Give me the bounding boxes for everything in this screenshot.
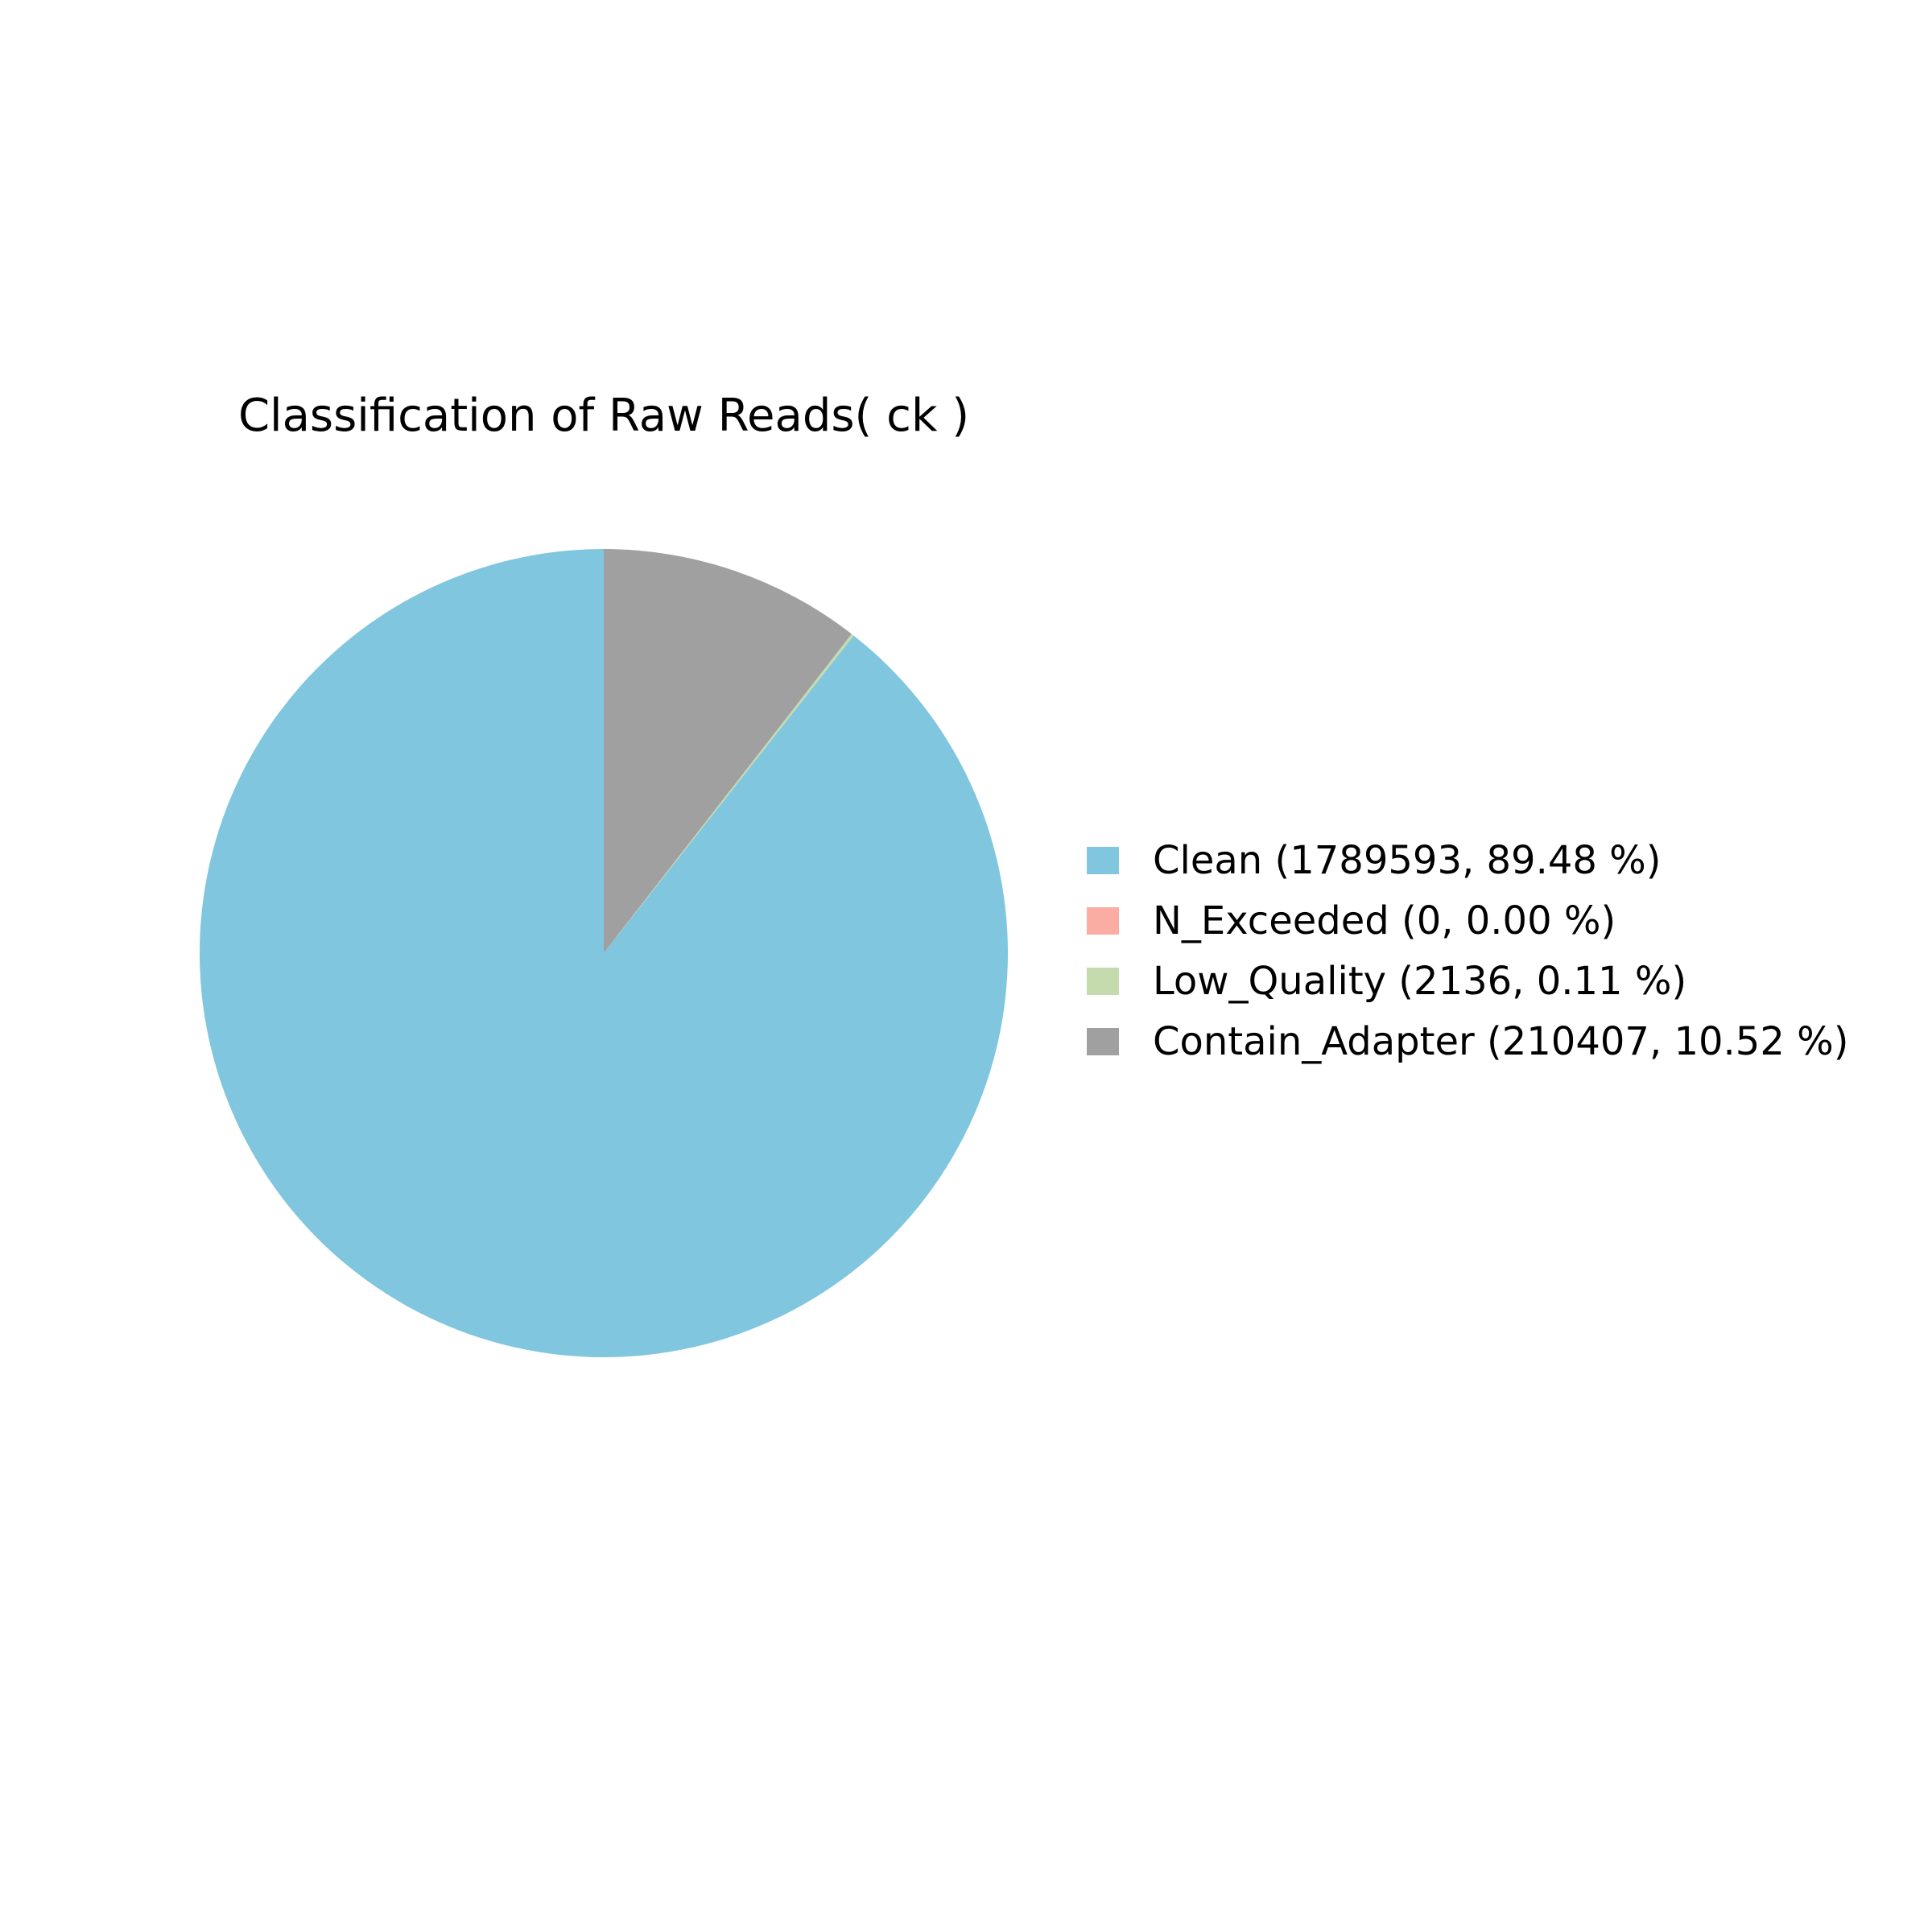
legend-swatch-low-quality bbox=[1087, 968, 1119, 995]
legend-swatch-n-exceeded bbox=[1087, 907, 1119, 935]
pie-slice-low-quality bbox=[604, 634, 854, 953]
legend-label-n-exceeded: N_Exceeded (0, 0.00 %) bbox=[1153, 898, 1616, 943]
legend-swatch-clean bbox=[1087, 847, 1119, 874]
legend-label-low-quality: Low_Quality (2136, 0.11 %) bbox=[1153, 959, 1686, 1004]
pie-slice-clean bbox=[200, 549, 1008, 1358]
pie-slice-contain-adapter bbox=[604, 549, 852, 953]
legend: Clean (1789593, 89.48 %) N_Exceeded (0, 0… bbox=[1087, 838, 1848, 1064]
chart-title: Classification of Raw Reads( ck ) bbox=[238, 390, 969, 442]
legend-label-clean: Clean (1789593, 89.48 %) bbox=[1153, 838, 1662, 883]
legend-swatch-contain-adapter bbox=[1087, 1028, 1119, 1055]
legend-label-contain-adapter: Contain_Adapter (210407, 10.52 %) bbox=[1153, 1019, 1848, 1064]
pie-slices bbox=[200, 549, 1008, 1358]
